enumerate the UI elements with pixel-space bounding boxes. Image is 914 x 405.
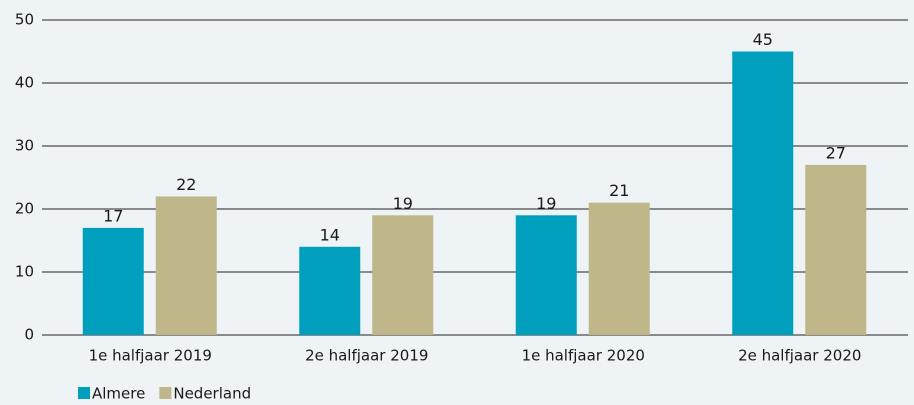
bar <box>299 246 361 335</box>
bar <box>805 164 867 335</box>
value-label: 17 <box>103 206 123 225</box>
legend-label: Nederland <box>173 385 251 403</box>
legend-swatch <box>159 387 172 399</box>
bar <box>588 202 650 335</box>
x-tick-label: 2e halfjaar 2020 <box>738 347 861 365</box>
y-tick-label: 30 <box>15 137 34 155</box>
bar <box>515 215 577 335</box>
value-label: 14 <box>320 225 340 244</box>
y-tick-label: 40 <box>15 74 34 92</box>
legend-label: Almere <box>92 385 145 403</box>
value-label: 19 <box>536 194 556 213</box>
bar <box>372 215 434 335</box>
bar <box>732 51 794 335</box>
y-tick-label: 0 <box>24 326 34 344</box>
x-tick-label: 1e halfjaar 2020 <box>522 347 645 365</box>
value-label: 22 <box>176 175 196 194</box>
bar <box>155 196 217 335</box>
x-tick-label: 2e halfjaar 2019 <box>305 347 428 365</box>
y-tick-label: 50 <box>15 11 34 29</box>
y-tick-label: 20 <box>15 200 34 218</box>
value-label: 21 <box>609 181 629 200</box>
value-label: 19 <box>393 194 413 213</box>
value-label: 27 <box>826 143 846 162</box>
y-tick-label: 10 <box>15 263 34 281</box>
legend-swatch <box>78 387 90 399</box>
value-label: 45 <box>753 30 773 49</box>
x-tick-label: 1e halfjaar 2019 <box>89 347 212 365</box>
bar <box>82 227 144 335</box>
